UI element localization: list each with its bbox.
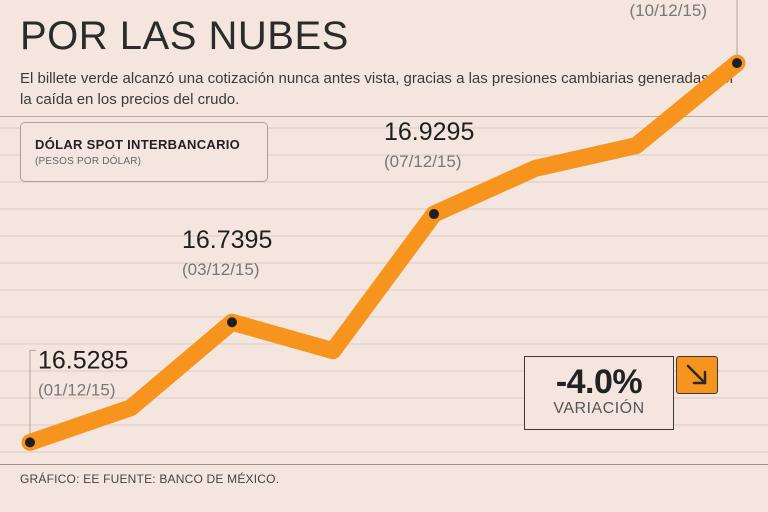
data-label-date: (07/12/15) (384, 152, 462, 171)
data-point-marker (732, 58, 742, 69)
series-line (21, 54, 746, 451)
variation-value: -4.0% (555, 363, 643, 401)
data-label-value: 16.9295 (384, 118, 474, 146)
data-label-date: (03/12/15) (182, 260, 260, 279)
source-footer: GRÁFICO: EE FUENTE: BANCO DE MÉXICO. (20, 472, 280, 486)
data-label-date: (10/12/15) (630, 1, 708, 20)
variation-label: VARIACIÓN (553, 400, 645, 417)
chart-subtitle: El billete verde alcanzó una cotización … (20, 70, 735, 108)
top-divider (0, 116, 768, 117)
legend-subtitle: (PESOS POR DÓLAR) (35, 156, 142, 167)
label-connector (29, 349, 36, 435)
data-label-date: (01/12/15) (38, 380, 116, 399)
legend-box: DÓLAR SPOT INTERBANCARIO (PESOS POR DÓLA… (20, 122, 268, 182)
data-labels: 16.5285 (01/12/15) 16.7395 (03/12/15) 16.929… (38, 1, 708, 399)
chart-title: POR LAS NUBES (20, 14, 349, 58)
bottom-divider (0, 464, 768, 465)
label-connectors (29, 0, 738, 435)
arrow-down-right-icon (676, 356, 718, 394)
data-point-marker (429, 209, 439, 220)
variation-box: -4.0% VARIACIÓN (524, 356, 674, 430)
data-point-marker (25, 437, 35, 448)
point-markers (25, 58, 742, 448)
series-line-path (21, 54, 746, 451)
label-connector (736, 0, 738, 56)
legend-title: DÓLAR SPOT INTERBANCARIO (35, 137, 241, 152)
data-point-marker (227, 317, 237, 328)
data-label-value: 16.7395 (182, 226, 272, 254)
data-label-value: 16.5285 (38, 346, 128, 374)
